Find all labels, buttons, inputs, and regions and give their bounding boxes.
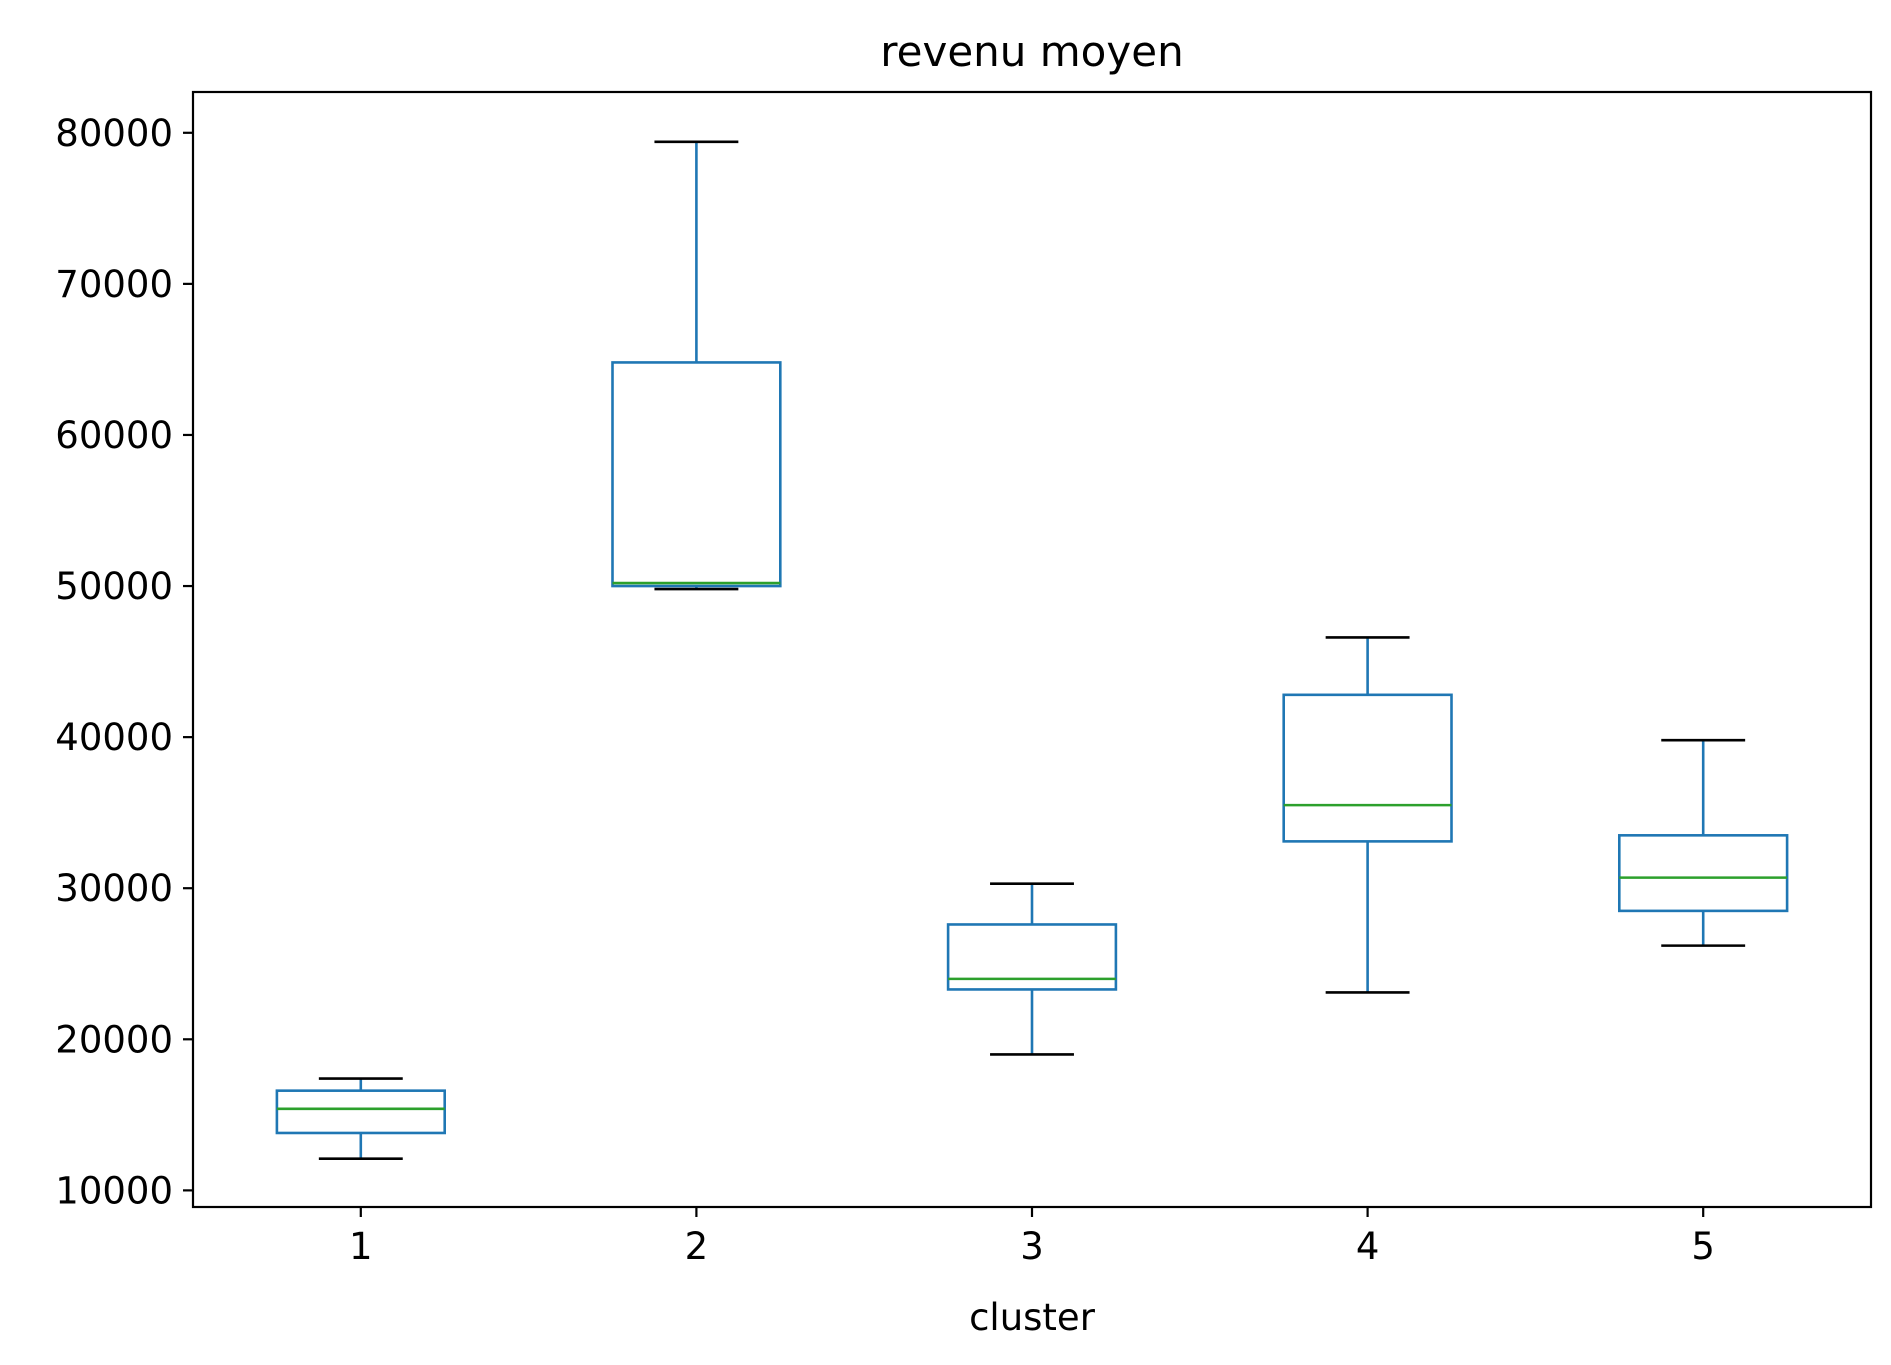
x-tick-label: 4 — [1356, 1225, 1380, 1268]
y-tick-label: 40000 — [55, 716, 173, 759]
plot-frame — [191, 90, 1873, 1209]
box-cluster-1 — [275, 1077, 446, 1160]
y-tick-label: 80000 — [55, 112, 173, 155]
ticks-layer: 10000 20000 30000 40000 50000 60000 70000 80000… — [55, 112, 1715, 1268]
iqr-box — [275, 1089, 446, 1135]
y-tick-label: 10000 — [55, 1169, 173, 1212]
x-tick-label: 3 — [1020, 1225, 1044, 1268]
iqr-box — [611, 361, 782, 588]
box-cluster-5 — [1618, 738, 1789, 947]
boxes-layer — [275, 140, 1789, 1160]
chart-title: revenu moyen — [880, 27, 1183, 76]
iqr-box — [946, 923, 1118, 991]
y-tick-label: 60000 — [55, 414, 173, 457]
x-tick-label: 2 — [685, 1225, 709, 1268]
box-cluster-2 — [611, 140, 782, 591]
box-cluster-4 — [1282, 636, 1453, 994]
y-tick-label: 70000 — [55, 263, 173, 306]
x-tick-label: 5 — [1691, 1225, 1715, 1268]
iqr-box — [1282, 693, 1453, 843]
y-tick-label: 20000 — [55, 1018, 173, 1061]
y-tick-label: 30000 — [55, 867, 173, 910]
x-axis-label: cluster — [969, 1296, 1096, 1339]
iqr-box — [1618, 834, 1789, 913]
y-tick-label: 50000 — [55, 565, 173, 608]
box-cluster-3 — [946, 882, 1118, 1056]
x-tick-label: 1 — [349, 1225, 373, 1268]
